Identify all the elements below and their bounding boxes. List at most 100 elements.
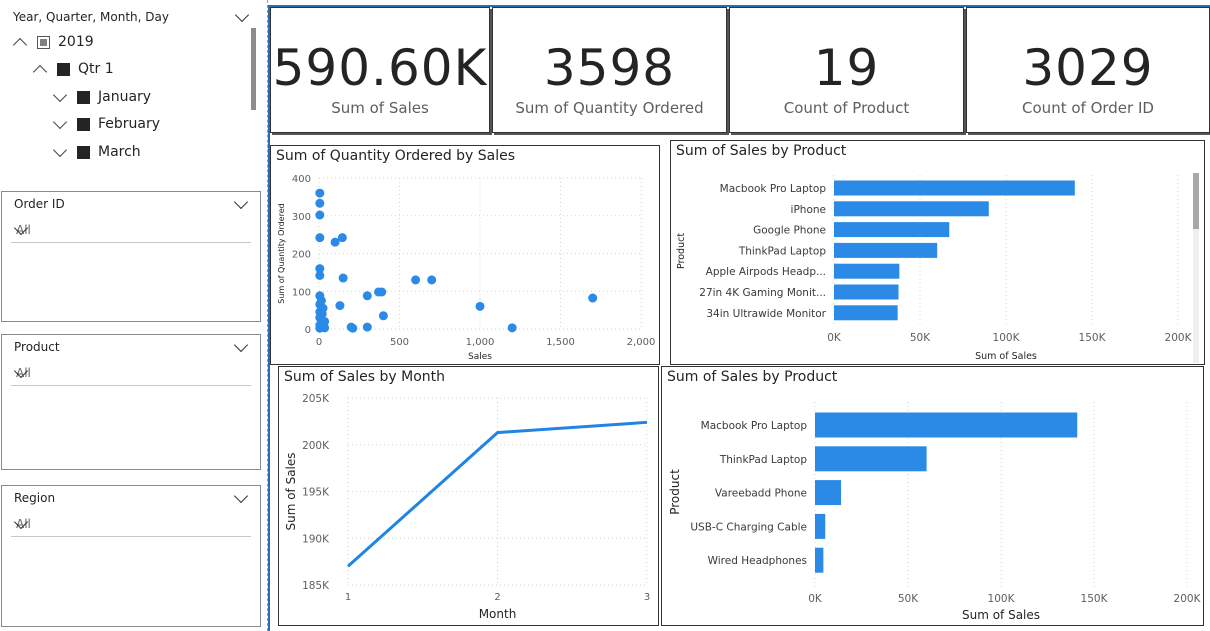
category-label: ThinkPad Laptop <box>719 454 808 466</box>
region-slicer[interactable]: Region All <box>1 485 261 627</box>
bar <box>834 180 1075 196</box>
order-id-dropdown[interactable]: All <box>11 220 251 243</box>
chevron-down-icon[interactable] <box>233 488 249 504</box>
x-tick-label: 500 <box>390 337 409 348</box>
y-tick-label: 185K <box>302 580 330 592</box>
kpi-value: 590.60K <box>272 39 488 97</box>
x-tick-label: 100K <box>988 593 1016 605</box>
scatter-point <box>348 323 358 333</box>
x-axis-title: Sum of Sales <box>975 351 1037 362</box>
expand-icon[interactable] <box>52 114 68 130</box>
product-slicer[interactable]: Product All <box>1 334 261 470</box>
category-label: iPhone <box>791 204 826 216</box>
tree-item-2019[interactable]: 2019 <box>12 31 94 53</box>
collapse-icon[interactable] <box>32 64 48 80</box>
expand-icon[interactable] <box>52 87 68 103</box>
kpi-label: Sum of Sales <box>331 99 429 117</box>
line-chart-card[interactable]: Sum of Sales by Month 185K 190K 195K 200K 20… <box>278 366 659 626</box>
scatter-point <box>377 287 387 297</box>
scatter-point <box>320 316 330 326</box>
tree-item-january[interactable]: January <box>52 86 151 108</box>
bar <box>834 305 898 321</box>
tree-item-qtr1[interactable]: Qtr 1 <box>32 58 114 80</box>
collapse-icon[interactable] <box>12 37 28 53</box>
kpi-card-quantity-ordered[interactable]: 3598 Sum of Quantity Ordered <box>492 7 727 133</box>
product-slicer-title: Product <box>14 340 60 354</box>
kpi-label: Sum of Quantity Ordered <box>515 99 704 117</box>
x-tick-label: 1,000 <box>466 337 495 348</box>
x-tick-label: 100K <box>993 332 1021 344</box>
tree-item-march[interactable]: March <box>52 141 141 163</box>
x-tick-label: 200K <box>1174 593 1202 605</box>
chevron-down-icon[interactable] <box>233 337 249 353</box>
x-tick-label: 150K <box>1079 332 1107 344</box>
kpi-card-count-of-product[interactable]: 19 Count of Product <box>729 7 964 133</box>
series-line <box>347 420 648 568</box>
bar-chart-card-bottom[interactable]: Sum of Sales by Product 0K 50K 100K 150K 200… <box>661 366 1204 626</box>
bar <box>834 284 899 300</box>
scatter-point <box>588 293 598 303</box>
y-tick-label: 195K <box>302 487 330 499</box>
tree-item-february[interactable]: February <box>52 113 160 135</box>
scatter-point <box>362 322 372 332</box>
chart-title: Sum of Sales by Product <box>676 143 847 159</box>
chart-scrollbar[interactable] <box>1193 173 1199 363</box>
y-tick-label: 100 <box>292 287 311 298</box>
x-tick-label: 1 <box>345 592 351 603</box>
bar-chart-card-top[interactable]: Sum of Sales by Product 0K 50K 100K 150K 200… <box>670 140 1205 365</box>
kpi-value: 3598 <box>543 39 676 97</box>
kpi-card-sum-of-sales[interactable]: 590.60K Sum of Sales <box>270 7 490 133</box>
scatter-point <box>427 275 437 285</box>
bar <box>815 480 842 506</box>
scatter-point <box>338 273 348 283</box>
y-tick-label: 0 <box>305 325 311 336</box>
checked-checkbox[interactable] <box>77 117 90 131</box>
x-tick-label: 50K <box>898 593 919 605</box>
kpi-value: 3029 <box>1022 39 1154 97</box>
chevron-down-icon[interactable] <box>233 194 249 210</box>
category-label: Google Phone <box>753 225 826 237</box>
tree-label-quarter: Qtr 1 <box>78 61 114 77</box>
category-label: ThinkPad Laptop <box>738 245 827 257</box>
slicer-scrollbar[interactable] <box>251 28 256 110</box>
chart-title: Sum of Sales by Month <box>284 369 446 385</box>
kpi-card-count-of-order-id[interactable]: 3029 Count of Order ID <box>966 7 1210 133</box>
x-tick-label: 200K <box>1165 332 1193 344</box>
scatter-point <box>318 303 328 313</box>
chevron-down-icon[interactable] <box>234 7 250 23</box>
scatter-point <box>315 270 325 280</box>
x-tick-label: 50K <box>910 332 931 344</box>
region-dropdown[interactable]: All <box>11 514 251 537</box>
x-axis-title: Sum of Sales <box>962 608 1040 622</box>
y-axis-title: Product <box>668 469 682 515</box>
scatter-point <box>378 311 388 321</box>
product-dropdown[interactable]: All <box>11 363 251 386</box>
date-hierarchy-slicer[interactable]: Year, Quarter, Month, Day 2019 Qtr 1 Jan… <box>3 6 261 186</box>
x-axis-title: Month <box>479 607 517 621</box>
y-tick-label: 205K <box>302 393 330 405</box>
x-tick-label: 150K <box>1081 593 1109 605</box>
dropdown-value: All <box>16 517 31 531</box>
kpi-label: Count of Order ID <box>1022 99 1154 117</box>
left-pane-divider <box>267 0 268 631</box>
bar <box>834 201 989 217</box>
line-chart: 185K 190K 195K 200K 205K 1 2 3 Month Sum of Sales <box>284 393 650 621</box>
order-id-slicer[interactable]: Order ID All <box>1 191 261 322</box>
bar-chart-bottom: 0K 50K 100K 150K 200K Macbook Pro Laptop Think… <box>668 402 1202 622</box>
scatter-point <box>315 264 325 274</box>
kpi-label: Count of Product <box>783 99 910 117</box>
checked-checkbox[interactable] <box>57 62 70 76</box>
scatter-point <box>475 301 485 311</box>
scatter-chart-card[interactable]: Sum of Quantity Ordered by Sales 0 100 200… <box>270 145 660 365</box>
category-label: USB-C Charging Cable <box>690 521 807 533</box>
dropdown-value: All <box>16 366 31 380</box>
expand-icon[interactable] <box>52 142 68 158</box>
chart-title: Sum of Sales by Product <box>667 369 838 385</box>
checked-checkbox[interactable] <box>77 90 90 104</box>
bar <box>815 513 826 539</box>
y-tick-label: 200K <box>302 440 330 452</box>
bar <box>834 242 938 258</box>
partial-checkbox[interactable] <box>37 35 50 49</box>
bar-chart-top: 0K 50K 100K 150K 200K Macbook Pro Laptop iPhon… <box>676 175 1193 362</box>
checked-checkbox[interactable] <box>77 145 90 159</box>
